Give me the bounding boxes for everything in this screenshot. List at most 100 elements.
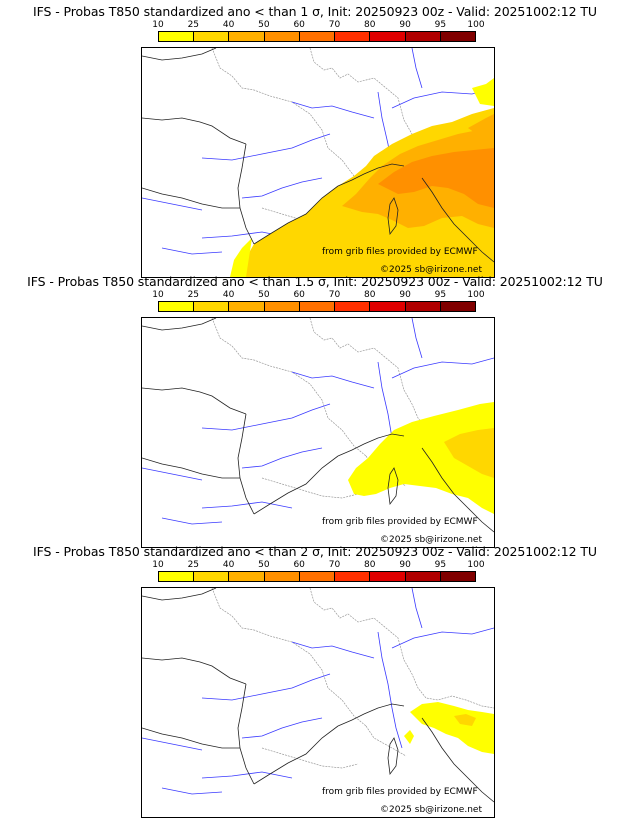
colorbar-tick: 40 xyxy=(222,20,235,30)
copyright-label: ©2025 sb@irizone.net xyxy=(380,805,482,815)
colorbar-swatch xyxy=(159,302,195,311)
prob-area-10b xyxy=(230,238,252,277)
coastline xyxy=(387,737,399,776)
colorbar-tick: 10 xyxy=(152,290,164,300)
colorbar-swatch xyxy=(299,32,336,41)
colorbar: 10 25 40 50 60 70 80 90 95 100 xyxy=(152,20,485,42)
map-svg xyxy=(142,48,494,277)
colorbar-tick: 80 xyxy=(364,560,376,570)
coastline xyxy=(142,457,240,479)
map-canvas xyxy=(141,47,495,278)
colorbar-swatch xyxy=(405,32,441,41)
coastlines xyxy=(142,318,494,533)
coastline xyxy=(142,387,247,415)
colorbar-tick: 60 xyxy=(293,560,305,570)
colorbar-swatch xyxy=(264,572,300,581)
admin-border xyxy=(309,48,405,121)
colorbar-swatch xyxy=(299,572,336,581)
prob-area-25 xyxy=(444,428,494,478)
admin-border xyxy=(309,318,405,391)
colorbar-tick: 80 xyxy=(364,20,376,30)
colorbar-swatch xyxy=(370,572,406,581)
colorbar-tick: 40 xyxy=(222,560,235,570)
copyright-label: ©2025 sb@irizone.net xyxy=(380,535,482,545)
colorbar-swatch xyxy=(159,572,195,581)
prob-area-25 xyxy=(454,714,476,726)
coastline xyxy=(387,197,399,236)
colorbar: 10 25 40 50 60 70 80 90 95 100 xyxy=(152,290,485,312)
coastline xyxy=(337,163,405,187)
colorbar-tick: 70 xyxy=(328,20,341,30)
colorbar-tick: 50 xyxy=(258,20,270,30)
river-line xyxy=(411,48,423,89)
river-line xyxy=(201,501,293,509)
prob-area-40b xyxy=(468,114,494,144)
coastline xyxy=(421,717,494,803)
river-line xyxy=(201,771,293,779)
colorbar-tick: 50 xyxy=(258,560,270,570)
river-line xyxy=(291,641,375,659)
colorbar-tick: 60 xyxy=(293,290,305,300)
map-panel-2: IFS - Probas T850 standardized ano < tha… xyxy=(0,270,630,548)
colorbar-tick: 25 xyxy=(187,290,200,300)
colorbar-tick: 95 xyxy=(434,290,447,300)
map-canvas xyxy=(141,317,495,548)
colorbar-swatch xyxy=(229,32,265,41)
colorbar-swatches xyxy=(158,301,476,312)
colorbar-swatch xyxy=(194,32,230,41)
colorbar-swatch xyxy=(194,572,230,581)
map-panel-3: IFS - Probas T850 standardized ano < tha… xyxy=(0,540,630,818)
coastline xyxy=(337,433,405,457)
admin-border xyxy=(211,588,367,727)
admin-border xyxy=(211,318,367,457)
map-canvas xyxy=(141,587,495,818)
coastlines xyxy=(142,588,494,803)
river-line xyxy=(411,588,423,629)
probability-fill xyxy=(404,702,494,754)
probability-fill xyxy=(230,78,494,277)
colorbar-tick: 90 xyxy=(399,560,411,570)
colorbar-swatch xyxy=(370,32,406,41)
map-panel-1: IFS - Probas T850 standardized ano < tha… xyxy=(0,0,630,278)
probability-fill xyxy=(348,402,494,514)
prob-area-50 xyxy=(378,148,494,208)
panel-title: IFS - Probas T850 standardized ano < tha… xyxy=(33,544,597,559)
colorbar-swatch xyxy=(229,572,265,581)
river-line xyxy=(142,737,203,751)
colorbar-tick: 95 xyxy=(434,560,447,570)
coastline xyxy=(142,117,247,145)
river-line xyxy=(391,357,494,379)
colorbar-tick: 90 xyxy=(399,290,411,300)
river-line xyxy=(201,673,331,701)
admin-border xyxy=(403,659,494,709)
coastline xyxy=(142,48,217,61)
coastline xyxy=(253,455,339,515)
coastline xyxy=(142,318,217,331)
river-line xyxy=(291,371,375,389)
river-line xyxy=(201,403,331,431)
colorbar-swatch xyxy=(159,32,195,41)
colorbar-swatch xyxy=(370,302,406,311)
prob-area-10b xyxy=(404,730,414,744)
coastline xyxy=(142,187,240,209)
colorbar-swatch xyxy=(264,32,300,41)
prob-area-10 xyxy=(410,702,494,754)
coastline xyxy=(421,447,494,533)
colorbar-swatch xyxy=(229,302,265,311)
copyright-label: ©2025 sb@irizone.net xyxy=(380,265,482,275)
coastline xyxy=(237,143,255,245)
colorbar-swatch xyxy=(299,302,336,311)
coastline xyxy=(142,588,217,601)
prob-area-10 xyxy=(348,402,494,514)
coastline xyxy=(237,413,255,515)
colorbar-swatches xyxy=(158,571,476,582)
colorbar-tick: 100 xyxy=(467,290,485,300)
coastline xyxy=(237,683,255,785)
admin-border xyxy=(211,48,367,187)
coastline xyxy=(142,657,247,685)
panel-title: IFS - Probas T850 standardized ano < tha… xyxy=(27,274,603,289)
colorbar-swatch xyxy=(335,572,371,581)
colorbar-tick: 70 xyxy=(328,290,341,300)
colorbar-tick: 95 xyxy=(434,20,447,30)
colorbar-tick: 90 xyxy=(399,20,411,30)
